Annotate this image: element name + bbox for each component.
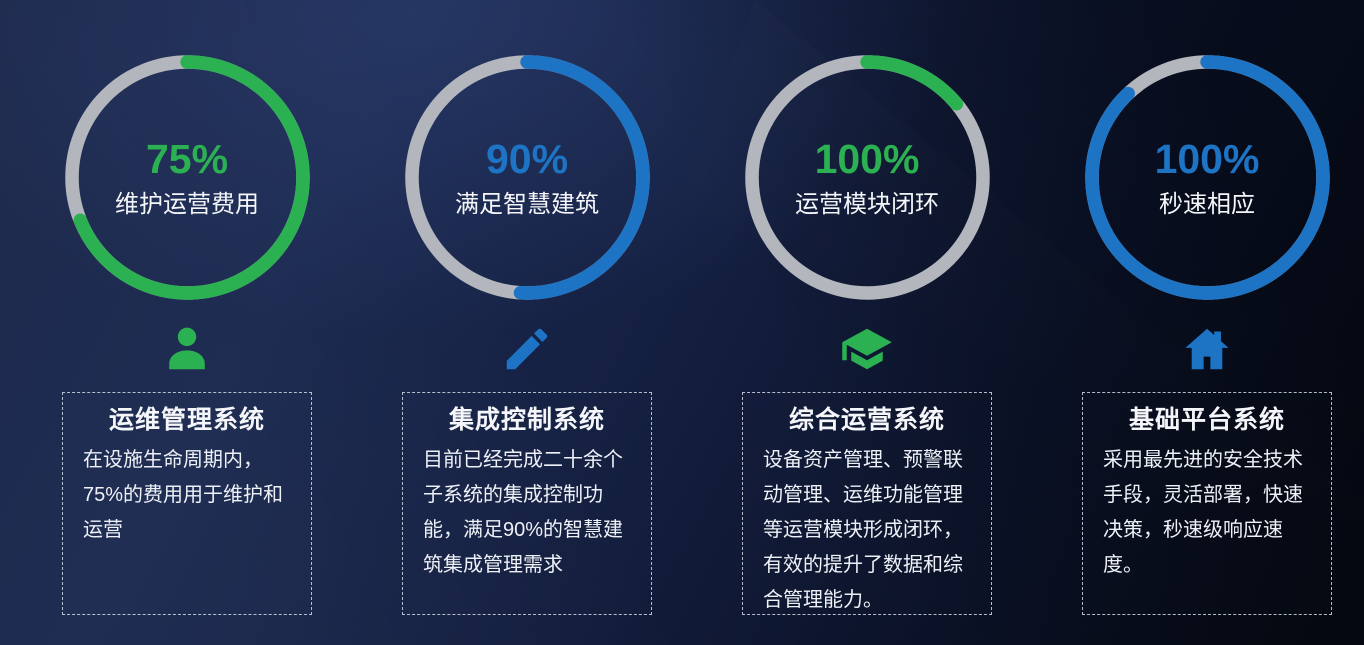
donut-center-label: 运营模块闭环 [795, 190, 939, 218]
user-icon [160, 322, 214, 376]
donut-center: 75% 维护运营费用 [65, 55, 310, 300]
info-card: 基础平台系统 采用最先进的安全技术 手段，灵活部署，快速 决策，秒速级响应速 度… [1082, 392, 1332, 615]
card-title: 集成控制系统 [448, 406, 605, 434]
kpi-column-integrated-control: 90% 满足智慧建筑 集成控制系统 目前已经完成二十余个 子系统的集成控制功 能… [402, 55, 652, 615]
kpi-row: 75% 维护运营费用 运维管理系统 在设施生命周期内， 75%的费用用于维护和 … [62, 55, 1332, 615]
donut-arc [404, 55, 650, 300]
card-body: 采用最先进的安全技术 手段，灵活部署，快速 决策，秒速级响应速 度。 [1103, 449, 1303, 576]
donut-center-label: 秒速相应 [1159, 190, 1255, 218]
donut-center: 90% 满足智慧建筑 [405, 55, 650, 300]
donut-chart: 75% 维护运营费用 [64, 55, 310, 300]
card-title: 运维管理系统 [108, 406, 265, 434]
donut-center-label: 满足智慧建筑 [455, 190, 599, 218]
kpi-column-ops-maintenance: 75% 维护运营费用 运维管理系统 在设施生命周期内， 75%的费用用于维护和 … [62, 55, 312, 615]
donut-percent-value: 100% [814, 135, 920, 182]
donut-arc [744, 55, 990, 300]
card-body: 在设施生命周期内， 75%的费用用于维护和 运营 [83, 449, 284, 541]
home-icon [1180, 322, 1234, 376]
donut-chart: 100% 运营模块闭环 [744, 55, 990, 300]
pencil-icon [500, 322, 554, 376]
donut-center: 100% 运营模块闭环 [745, 55, 990, 300]
donut-percent-value: 90% [485, 135, 569, 182]
info-card: 综合运营系统 设备资产管理、预警联 动管理、运维功能管理 等运营模块形成闭环， … [742, 392, 992, 615]
card-title: 综合运营系统 [788, 406, 945, 434]
info-card: 集成控制系统 目前已经完成二十余个 子系统的集成控制功 能，满足90%的智慧建 … [402, 392, 652, 615]
donut-chart: 100% 秒速相应 [1084, 55, 1330, 300]
donut-arc [1084, 55, 1330, 300]
donut-ring [404, 55, 650, 300]
donut-center-label: 维护运营费用 [115, 190, 259, 218]
donut-ring [1084, 55, 1330, 300]
card-body: 设备资产管理、预警联 动管理、运维功能管理 等运营模块形成闭环， 有效的提升了数… [763, 449, 963, 611]
donut-chart: 90% 满足智慧建筑 [404, 55, 650, 300]
kpi-column-base-platform: 100% 秒速相应 基础平台系统 采用最先进的安全技术 手段，灵活部署，快速 决… [1082, 55, 1332, 615]
graduation-cap-icon [840, 322, 894, 376]
info-card: 运维管理系统 在设施生命周期内， 75%的费用用于维护和 运营 [62, 392, 312, 615]
donut-ring [64, 55, 310, 300]
card-title: 基础平台系统 [1128, 406, 1285, 434]
card-body: 目前已经完成二十余个 子系统的集成控制功 能，满足90%的智慧建 筑集成管理需求 [423, 449, 624, 576]
kpi-column-integrated-operations: 100% 运营模块闭环 综合运营系统 设备资产管理、预警联 动管理、运维功能管理… [742, 55, 992, 615]
donut-percent-value: 100% [1154, 135, 1260, 182]
donut-ring [744, 55, 990, 300]
donut-arc [64, 55, 310, 300]
donut-center: 100% 秒速相应 [1085, 55, 1330, 300]
donut-percent-value: 75% [145, 135, 229, 182]
